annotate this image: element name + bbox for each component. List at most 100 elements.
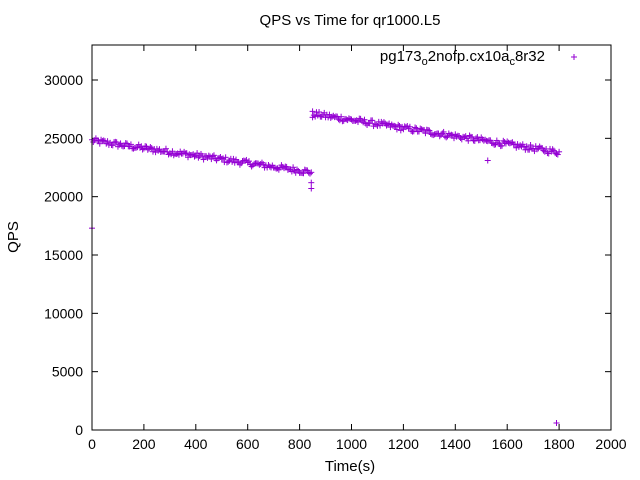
data-point (396, 122, 403, 129)
data-point (534, 146, 541, 153)
outlier-point (309, 114, 316, 121)
axis-ticks: 0 200 400 600 800 1000 1200 1400 1600 1800 2000050… (44, 45, 627, 452)
data-point (422, 130, 429, 137)
data-point (164, 148, 171, 155)
data-point (300, 170, 307, 177)
data-point (248, 163, 255, 170)
data-point (205, 152, 212, 159)
data-point (288, 168, 295, 175)
data-point (412, 124, 419, 131)
data-point (404, 122, 411, 129)
y-tick-label: 20000 (44, 189, 83, 205)
y-tick-label: 10000 (44, 305, 83, 321)
data-point (170, 152, 177, 159)
data-point (386, 120, 393, 127)
data-point (552, 150, 559, 157)
y-tick-label: 0 (75, 422, 83, 438)
data-point (229, 158, 236, 165)
x-tick-label: 1200 (388, 436, 419, 452)
data-point (366, 120, 373, 127)
data-point (208, 156, 215, 163)
x-tick-label: 800 (288, 436, 312, 452)
data-point (495, 139, 502, 146)
plot-frame (91, 44, 612, 431)
data-point (373, 121, 380, 128)
data-point (418, 126, 425, 133)
data-point (152, 149, 159, 156)
data-point (220, 155, 227, 162)
data-point (425, 126, 432, 133)
y-tick-label: 25000 (44, 130, 83, 146)
data-point (469, 134, 476, 141)
x-tick-label: 1400 (440, 436, 471, 452)
data-point (440, 128, 447, 135)
data-point (109, 142, 116, 149)
data-point (513, 144, 520, 151)
data-point (200, 156, 207, 163)
data-point (235, 159, 242, 166)
legend-label-part: c (509, 56, 515, 68)
data-point (388, 121, 395, 128)
data-point (309, 108, 316, 115)
legend-label: pg173o2nofp.cx10ac8r32 (380, 48, 545, 68)
y-tick-label: 5000 (52, 364, 83, 380)
data-point (127, 141, 134, 148)
data-point (245, 158, 252, 165)
legend: pg173o2nofp.cx10ac8r32 (380, 48, 577, 68)
data-point (316, 109, 323, 116)
data-point (231, 159, 238, 166)
data-point (430, 132, 437, 139)
data-point (393, 126, 400, 133)
data-point (260, 161, 267, 168)
data-point (501, 139, 508, 146)
data-point (210, 152, 217, 159)
y-tick-label: 15000 (44, 247, 83, 263)
data-point (98, 136, 105, 143)
data-point (526, 146, 533, 153)
data-point (354, 119, 361, 126)
outlier-point (553, 420, 560, 426)
data-point (519, 141, 526, 148)
data-point (100, 137, 107, 144)
data-point (130, 145, 137, 152)
data-point (183, 150, 190, 157)
data-point (191, 153, 198, 160)
data-point (527, 142, 534, 149)
x-tick-label: 400 (184, 436, 208, 452)
data-point (330, 112, 337, 119)
data-point (457, 134, 464, 141)
data-point (360, 119, 367, 126)
data-point (290, 164, 297, 171)
data-point (369, 117, 376, 124)
data-point (426, 127, 433, 134)
data-point (284, 166, 291, 173)
data-point (541, 148, 548, 155)
data-point (539, 145, 546, 152)
legend-label-part: 2nofp.cx10a (428, 48, 510, 65)
data-point (387, 124, 394, 131)
data-point (508, 139, 515, 146)
data-point (449, 132, 456, 139)
data-point (271, 164, 278, 171)
data-point (173, 151, 180, 158)
x-tick-label: 0 (88, 436, 96, 452)
data-point (338, 113, 345, 120)
data-point (484, 138, 491, 145)
data-point (476, 137, 483, 144)
data-point (147, 144, 154, 151)
data-point (443, 134, 450, 141)
data-point (549, 146, 556, 153)
data-point (175, 151, 182, 158)
data-point (218, 155, 225, 162)
legend-label-part: o (422, 56, 428, 68)
outlier-point (308, 185, 315, 192)
data-point (312, 113, 319, 120)
data-point (266, 163, 273, 170)
x-axis-label: Time(s) (325, 458, 375, 475)
x-tick-label: 1000 (336, 436, 367, 452)
data-point (308, 169, 315, 176)
data-point (451, 135, 458, 142)
data-point (465, 137, 472, 144)
data-point (499, 142, 506, 149)
legend-label-part: 8r32 (515, 48, 545, 65)
